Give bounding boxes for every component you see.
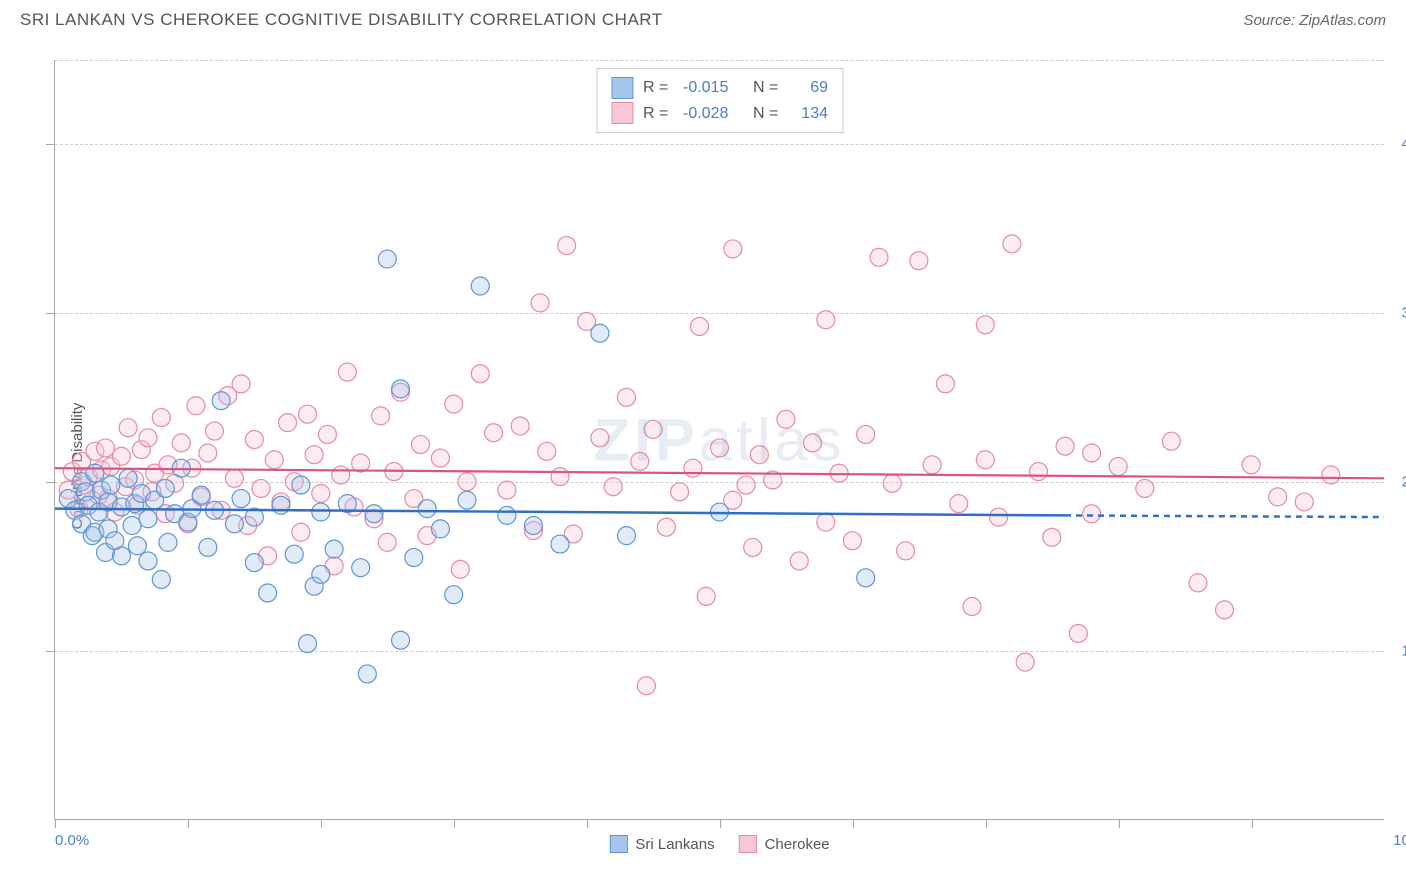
source-attribution: Source: ZipAtlas.com	[1243, 12, 1386, 29]
plot-area: ZIPatlas R = -0.015 N = 69 R = -0.028 N …	[54, 60, 1384, 820]
r-label: R =	[643, 101, 673, 127]
y-tick-label: 30.0%	[1401, 305, 1406, 322]
n-label: N =	[753, 101, 783, 127]
legend-label-1: Sri Lankans	[635, 836, 714, 853]
series-legend: Sri Lankans Cherokee	[609, 835, 829, 853]
legend-item-1: Sri Lankans	[609, 835, 714, 853]
swatch-small-2	[739, 835, 757, 853]
chart-container: Cognitive Disability ZIPatlas R = -0.015…	[20, 50, 1390, 882]
legend-item-2: Cherokee	[739, 835, 830, 853]
r-label: R =	[643, 75, 673, 101]
swatch-series-2	[611, 102, 633, 124]
r-value-1: -0.015	[683, 75, 743, 101]
stats-row-2: R = -0.028 N = 134	[611, 101, 828, 127]
n-value-1: 69	[793, 75, 828, 101]
swatch-small-1	[609, 835, 627, 853]
stats-row-1: R = -0.015 N = 69	[611, 75, 828, 101]
x-tick-label: 0.0%	[55, 832, 89, 849]
y-tick-label: 10.0%	[1401, 643, 1406, 660]
n-value-2: 134	[793, 101, 828, 127]
x-tick-label: 100.0%	[1393, 832, 1406, 849]
chart-title: SRI LANKAN VS CHEROKEE COGNITIVE DISABIL…	[20, 10, 663, 30]
legend-label-2: Cherokee	[765, 836, 830, 853]
scatter-svg	[55, 60, 1384, 819]
stats-legend: R = -0.015 N = 69 R = -0.028 N = 134	[596, 68, 843, 133]
y-tick-label: 20.0%	[1401, 474, 1406, 491]
r-value-2: -0.028	[683, 101, 743, 127]
n-label: N =	[753, 75, 783, 101]
swatch-series-1	[611, 77, 633, 99]
y-tick-label: 40.0%	[1401, 136, 1406, 153]
